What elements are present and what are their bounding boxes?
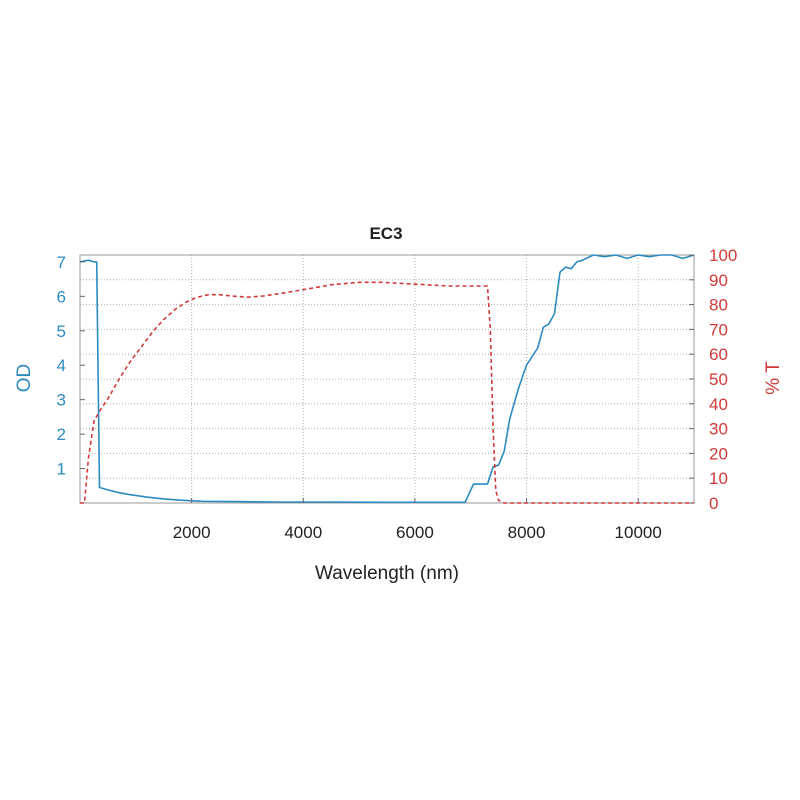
y-left-tick-label: 2	[57, 425, 66, 444]
series-od-line	[79, 254, 695, 504]
series-t-line	[80, 281, 694, 504]
chart-title: EC3	[369, 224, 402, 243]
y-right-tick-label: 40	[709, 395, 728, 414]
y-right-tick-label: 20	[709, 444, 728, 463]
y-axis-label-left: OD	[14, 364, 35, 393]
y-right-tick-label: 70	[709, 320, 728, 339]
y-axis-label-right: % T	[763, 361, 784, 395]
x-tick-label: 2000	[173, 523, 211, 542]
y-left-tick-label: 1	[57, 460, 66, 479]
plot-frame	[79, 254, 695, 504]
ticks-group: 2000 4000 6000 8000 10000 0 10 20 30 40 50 60 70 80 90…	[57, 246, 738, 542]
y-right-tick-label: 80	[709, 296, 728, 315]
grid	[80, 255, 694, 503]
y-left-tick-label: 6	[57, 287, 66, 306]
x-tick-label: 4000	[284, 523, 322, 542]
y-right-tick-label: 30	[709, 420, 728, 439]
y-left-tick-label: 3	[57, 391, 66, 410]
y-right-tick-label: 10	[709, 469, 728, 488]
series-group	[79, 254, 695, 504]
x-tick-label: 10000	[615, 523, 662, 542]
y-right-tick-label: 90	[709, 271, 728, 290]
x-tick-label: 8000	[508, 523, 546, 542]
x-tick-label: 6000	[396, 523, 434, 542]
y-right-tick-label: 0	[709, 494, 718, 513]
y-right-tick-label: 60	[709, 345, 728, 364]
x-axis-label: Wavelength (nm)	[315, 563, 459, 584]
y-right-tick-label: 100	[709, 246, 737, 265]
y-left-tick-label: 5	[57, 322, 66, 341]
y-left-tick-label: 7	[57, 253, 66, 272]
y-right-tick-label: 50	[709, 370, 728, 389]
y-left-tick-label: 4	[57, 356, 66, 375]
